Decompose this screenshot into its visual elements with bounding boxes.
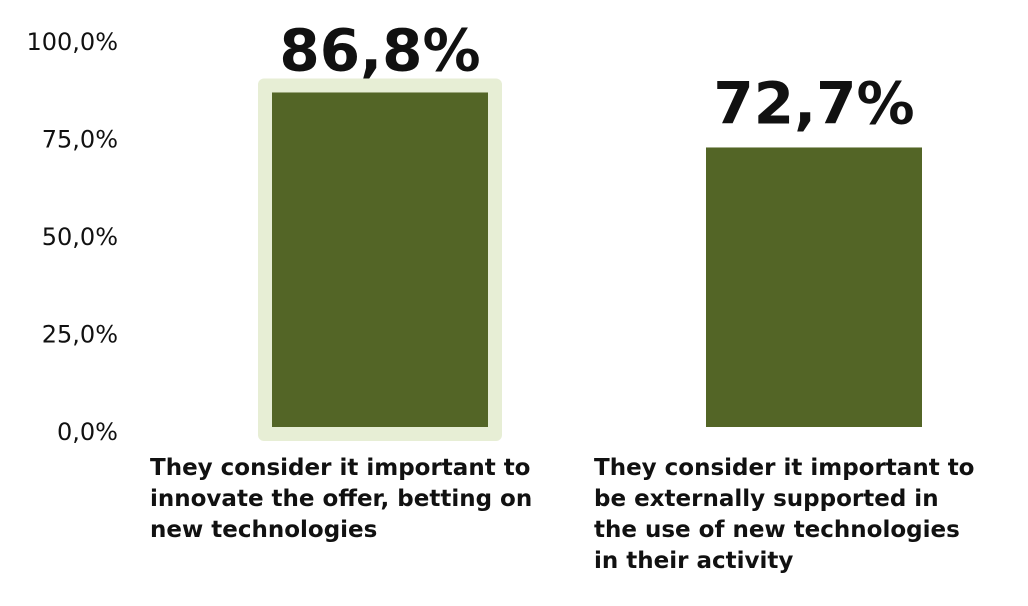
bar-1 (272, 92, 488, 427)
y-tick-label: 25,0% (42, 321, 118, 349)
y-axis: 0,0% 25,0% 50,0% 75,0% 100,0% (26, 28, 118, 446)
category-label-1: They consider it important to innovate t… (150, 455, 533, 543)
y-tick-label: 50,0% (42, 223, 118, 251)
value-label-1: 86,8% (279, 16, 480, 84)
bar-2 (706, 147, 922, 427)
y-tick-label: 0,0% (57, 418, 118, 446)
bars (258, 78, 922, 441)
value-labels: 86,8% 72,7% (279, 16, 914, 137)
value-label-2: 72,7% (713, 69, 914, 137)
y-tick-label: 75,0% (42, 126, 118, 154)
y-tick-label: 100,0% (26, 28, 118, 56)
category-label-2: They consider it important to be externa… (594, 455, 975, 574)
